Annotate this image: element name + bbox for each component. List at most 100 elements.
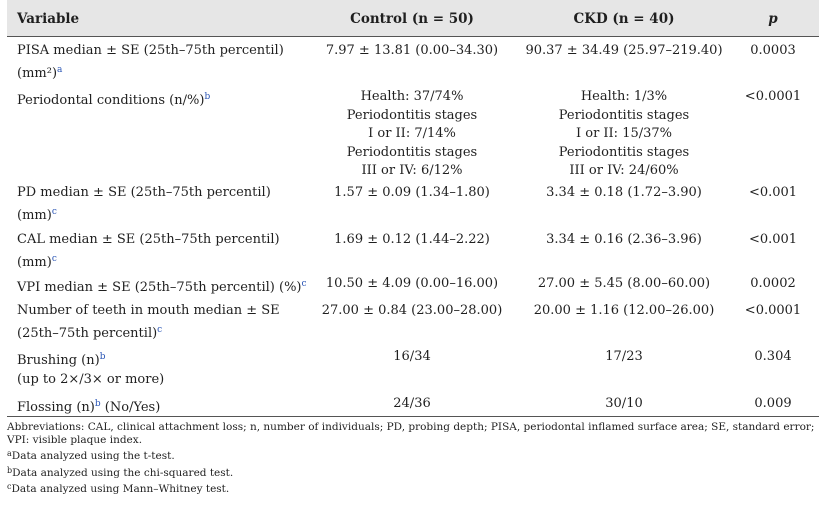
row-label-text: Flossing (n)	[17, 400, 95, 415]
row-label-text: Number of teeth in mouth median ± SE	[17, 303, 280, 318]
control-value-line: 24/36	[393, 396, 431, 411]
ckd-value: 3.34 ± 0.16 (2.36–3.96)	[519, 231, 729, 250]
row-label: PISA median ± SE (25th–75th percentil) (m…	[17, 42, 317, 83]
ckd-value-line: III or IV: 24/60%	[569, 163, 679, 178]
row-label-text: Brushing (n)	[17, 353, 100, 368]
row-label-text: CAL median ± SE (25th–75th percentil)	[17, 232, 280, 247]
footnote-c-text: Data analyzed using Mann–Whitney test.	[11, 482, 230, 495]
row-label: CAL median ± SE (25th–75th percentil) (mm…	[17, 231, 317, 272]
row-label-line: (mm)c	[17, 203, 317, 226]
control-value: 27.00 ± 0.84 (23.00–28.00)	[307, 302, 517, 321]
row-label: PD median ± SE (25th–75th percentil) (mm)…	[17, 184, 317, 225]
row-label-line: Flossing (n)b (No/Yes)	[17, 395, 317, 418]
control-value-line: Periodontitis stages	[346, 144, 478, 160]
ckd-value-line: 3.34 ± 0.16 (2.36–3.96)	[546, 232, 702, 247]
control-value: 24/36	[307, 395, 517, 414]
row-label: Brushing (n)b (up to 2×/3× or more)	[17, 348, 317, 389]
control-value: 1.57 ± 0.09 (1.34–1.80)	[307, 184, 517, 203]
control-value: 10.50 ± 4.09 (0.00–16.00)	[307, 275, 517, 294]
row-label-line: PD median ± SE (25th–75th percentil)	[17, 184, 317, 203]
row-label-suffix: (No/Yes)	[100, 400, 161, 415]
footnote-mark: c	[301, 279, 307, 289]
row-label: Number of teeth in mouth median ± SE (25t…	[17, 302, 317, 343]
control-value-line: 1.69 ± 0.12 (1.44–2.22)	[334, 232, 490, 247]
footnote-mark: a	[57, 64, 63, 75]
control-value-line: III or IV: 6/12%	[361, 163, 463, 178]
header-control: Control (n = 50)	[350, 11, 474, 27]
ckd-value-line: I or II: 15/37%	[575, 126, 673, 141]
ckd-value-line: 27.00 ± 5.45 (8.00–60.00)	[537, 276, 711, 291]
footnote-a-mark: a	[7, 449, 12, 459]
control-value-line: 16/34	[393, 349, 431, 364]
footnote-b-mark: b	[7, 465, 13, 475]
row-label-line: (mm)c	[17, 250, 317, 273]
ckd-value-line: 30/10	[605, 396, 643, 411]
row-label-text: (mm²)	[17, 65, 58, 81]
header-rule	[7, 36, 819, 37]
row-label-text: VPI median ± SE (25th–75th percentil) (%…	[17, 280, 302, 295]
bottom-rule	[7, 416, 819, 417]
footnote-c: cData analyzed using Mann–Whitney test.	[7, 480, 817, 496]
row-label-text: (25th–75th percentil)	[17, 325, 158, 341]
footnote-mark: b	[204, 92, 211, 102]
control-value-line: 7.97 ± 13.81 (0.00–34.30)	[325, 43, 499, 58]
row-label-line: (25th–75th percentil)c	[17, 321, 317, 344]
p-value: 0.009	[754, 396, 792, 411]
ckd-value-line: Health: 1/3%	[580, 89, 668, 104]
row-label-line: Periodontal conditions (n/%)b	[17, 88, 317, 111]
control-value-line: 27.00 ± 0.84 (23.00–28.00)	[321, 303, 503, 318]
row-label: VPI median ± SE (25th–75th percentil) (%…	[17, 275, 317, 298]
row-label: Periodontal conditions (n/%)b	[17, 88, 317, 111]
footnote-mark: b	[99, 352, 106, 362]
p-value: 0.304	[754, 349, 792, 364]
footnote-a-text: Data analyzed using the t-test.	[11, 450, 175, 463]
control-value-line: 10.50 ± 4.09 (0.00–16.00)	[325, 276, 499, 291]
row-label-text: PISA median ± SE (25th–75th percentil)	[17, 43, 284, 58]
footnote-mark: c	[51, 206, 57, 217]
ckd-value-line: Periodontitis stages	[558, 144, 690, 160]
control-value: 16/34	[307, 348, 517, 367]
ckd-value-line: Periodontitis stages	[558, 107, 690, 123]
p-value: <0.0001	[744, 303, 802, 318]
footnote-b: bData analyzed using the chi-squared tes…	[7, 464, 817, 480]
control-value: 7.97 ± 13.81 (0.00–34.30)	[307, 42, 517, 61]
footnote-mark: b	[94, 399, 101, 409]
footnote-mark: c	[51, 253, 57, 264]
ckd-value: 30/10	[519, 395, 729, 414]
footnote-mark: c	[157, 324, 163, 335]
footnote-a: aData analyzed using the t-test.	[7, 447, 817, 463]
ckd-value-line: 20.00 ± 1.16 (12.00–26.00)	[533, 303, 715, 318]
table-header: Variable Control (n = 50) CKD (n = 40) p	[7, 0, 819, 36]
control-value-line: I or II: 7/14%	[368, 126, 456, 141]
row-label-line: PISA median ± SE (25th–75th percentil)	[17, 42, 317, 61]
p-value: 0.0003	[750, 43, 796, 58]
ckd-value-line: 17/23	[605, 349, 643, 364]
ckd-value: 3.34 ± 0.18 (1.72–3.90)	[519, 184, 729, 203]
row-label-line: Brushing (n)b	[17, 348, 317, 371]
ckd-value: 27.00 ± 5.45 (8.00–60.00)	[519, 275, 729, 294]
control-value: 1.69 ± 0.12 (1.44–2.22)	[307, 231, 517, 250]
row-label-line: (up to 2×/3× or more)	[17, 371, 317, 390]
p-value: <0.001	[748, 232, 798, 247]
p-value: <0.001	[748, 185, 798, 200]
control-value: Health: 37/74% Periodontitis stages I or I…	[307, 88, 517, 181]
header-variable: Variable	[17, 11, 80, 27]
ckd-value: 20.00 ± 1.16 (12.00–26.00)	[519, 302, 729, 321]
row-label-text: Periodontal conditions (n/%)	[17, 93, 205, 108]
ckd-value: 17/23	[519, 348, 729, 367]
row-label-text: (mm)	[17, 207, 52, 223]
footnotes: Abbreviations: CAL, clinical attachment …	[7, 421, 817, 496]
ckd-value: 90.37 ± 34.49 (25.97–219.40)	[519, 42, 729, 61]
header-ckd: CKD (n = 40)	[573, 11, 675, 27]
row-label-text: (mm)	[17, 254, 52, 270]
row-label: Flossing (n)b (No/Yes)	[17, 395, 317, 418]
row-label-line: VPI median ± SE (25th–75th percentil) (%…	[17, 275, 317, 298]
ckd-value-line: 90.37 ± 34.49 (25.97–219.40)	[525, 43, 723, 58]
footnote-b-text: Data analyzed using the chi-squared test…	[12, 466, 234, 479]
p-value: <0.0001	[744, 89, 802, 104]
header-p: p	[768, 11, 778, 27]
footnote-abbreviations: Abbreviations: CAL, clinical attachment …	[7, 421, 815, 447]
row-label-line: CAL median ± SE (25th–75th percentil)	[17, 231, 317, 250]
control-value-line: Periodontitis stages	[346, 107, 478, 123]
ckd-value: Health: 1/3% Periodontitis stages I or II:…	[519, 88, 729, 181]
